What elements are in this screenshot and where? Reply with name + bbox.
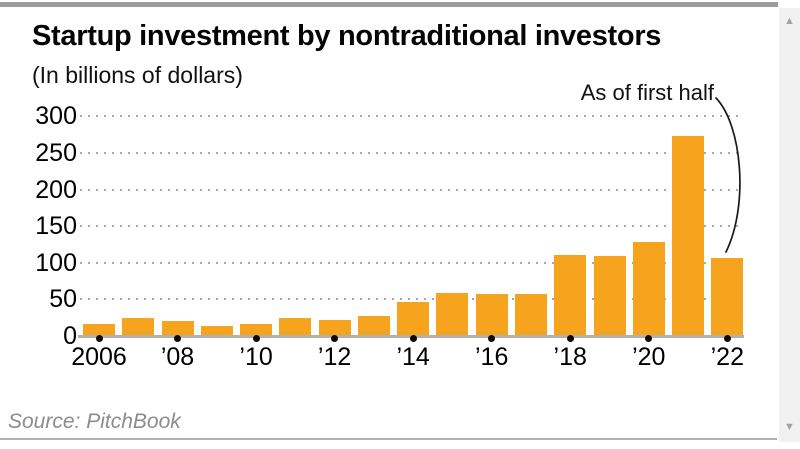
bar-2022 — [711, 257, 744, 336]
x-tick-label-2012: ’12 — [317, 343, 352, 371]
gridline-100 — [80, 261, 744, 264]
x-tick-label-2008: ’08 — [160, 343, 195, 371]
annotation-label: As of first half — [580, 80, 714, 105]
bar-2013 — [357, 316, 390, 336]
bar-2008 — [161, 320, 194, 336]
source-label: Source: PitchBook — [8, 410, 181, 433]
bar-2016 — [475, 294, 508, 336]
y-tick-label-250: 250 — [35, 139, 77, 167]
bar-2007 — [122, 318, 155, 336]
scroll-up-icon[interactable]: ▲ — [784, 15, 795, 27]
bar-2017 — [514, 294, 547, 336]
y-tick-label-300: 300 — [35, 102, 77, 131]
y-tick-label-200: 200 — [35, 175, 77, 204]
x-tick-label-2022: ’22 — [710, 343, 744, 371]
x-tick-dot-2018 — [566, 335, 574, 342]
gridline-300 — [80, 115, 744, 118]
top-divider — [0, 2, 778, 7]
y-tick-label-100: 100 — [35, 248, 77, 277]
x-tick-label-2018: ’18 — [553, 343, 587, 371]
bar-2015 — [436, 292, 469, 336]
x-tick-label-2020: ’20 — [632, 343, 666, 371]
bottom-divider — [0, 438, 777, 440]
x-tick-dot-2016 — [488, 335, 496, 342]
y-tick-label-150: 150 — [35, 212, 77, 241]
vertical-scrollbar[interactable]: ▲ ▼ — [779, 8, 800, 442]
bar-2011 — [279, 317, 312, 336]
bar-2021 — [672, 136, 705, 336]
x-tick-label-2014: ’14 — [396, 343, 430, 371]
gridline-150 — [80, 225, 744, 228]
x-tick-dot-2008 — [174, 335, 182, 342]
gridline-50 — [80, 298, 744, 301]
scroll-down-icon[interactable]: ▼ — [784, 421, 795, 433]
x-tick-label-2016: ’16 — [475, 343, 509, 371]
bar-2006 — [83, 323, 115, 336]
x-tick-dot-2006 — [95, 335, 103, 342]
x-tick-dot-2010 — [252, 335, 260, 342]
gridline-250 — [80, 152, 744, 154]
chart-title: Startup investment by nontraditional inv… — [32, 20, 662, 52]
x-tick-dot-2012 — [331, 335, 339, 342]
y-tick-label-50: 50 — [49, 285, 77, 314]
bar-2018 — [554, 255, 587, 336]
x-tick-dot-2020 — [645, 335, 653, 342]
bar-2019 — [593, 256, 626, 336]
bar-2014 — [397, 301, 430, 336]
y-tick-label-0: 0 — [63, 322, 77, 350]
x-tick-dot-2022 — [723, 335, 731, 342]
x-tick-dot-2014 — [409, 335, 417, 342]
bar-2010 — [240, 324, 273, 336]
bar-2009 — [200, 325, 233, 336]
chart-subtitle: (In billions of dollars) — [32, 62, 243, 88]
x-tick-label-2010: ’10 — [239, 343, 273, 371]
bar-2012 — [318, 319, 351, 336]
x-tick-label-2006: 2006 — [71, 343, 127, 371]
bar-2020 — [632, 242, 665, 336]
gridline-200 — [80, 188, 744, 191]
